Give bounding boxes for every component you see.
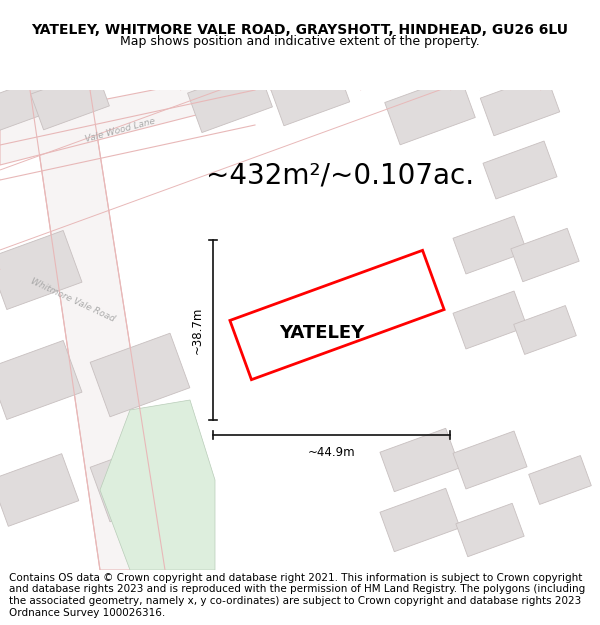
- Polygon shape: [31, 70, 109, 130]
- Text: ~432m²/~0.107ac.: ~432m²/~0.107ac.: [206, 161, 474, 189]
- Polygon shape: [483, 141, 557, 199]
- Polygon shape: [90, 438, 190, 522]
- Polygon shape: [514, 306, 577, 354]
- Polygon shape: [188, 68, 272, 132]
- Polygon shape: [453, 291, 527, 349]
- Text: Vale Wood Lane: Vale Wood Lane: [84, 116, 156, 144]
- Polygon shape: [30, 90, 165, 570]
- Polygon shape: [0, 79, 50, 131]
- Text: YATELEY, WHITMORE VALE ROAD, GRAYSHOTT, HINDHEAD, GU26 6LU: YATELEY, WHITMORE VALE ROAD, GRAYSHOTT, …: [32, 23, 569, 37]
- Text: Contains OS data © Crown copyright and database right 2021. This information is : Contains OS data © Crown copyright and d…: [9, 572, 585, 618]
- Polygon shape: [456, 503, 524, 557]
- Polygon shape: [480, 74, 560, 136]
- Polygon shape: [380, 428, 460, 492]
- Polygon shape: [0, 70, 255, 165]
- Polygon shape: [453, 431, 527, 489]
- Polygon shape: [0, 231, 82, 309]
- Text: ~38.7m: ~38.7m: [191, 306, 203, 354]
- Polygon shape: [529, 456, 592, 504]
- Polygon shape: [0, 454, 79, 526]
- Polygon shape: [511, 228, 579, 282]
- Text: YATELEY: YATELEY: [280, 324, 365, 342]
- Text: Map shows position and indicative extent of the property.: Map shows position and indicative extent…: [120, 36, 480, 48]
- Text: Whitmore Vale Road: Whitmore Vale Road: [29, 276, 116, 324]
- Polygon shape: [453, 216, 527, 274]
- Polygon shape: [0, 341, 82, 419]
- Polygon shape: [380, 488, 460, 552]
- Polygon shape: [270, 64, 350, 126]
- Text: ~44.9m: ~44.9m: [308, 446, 355, 459]
- Polygon shape: [385, 75, 475, 145]
- Polygon shape: [90, 333, 190, 417]
- Polygon shape: [100, 400, 215, 570]
